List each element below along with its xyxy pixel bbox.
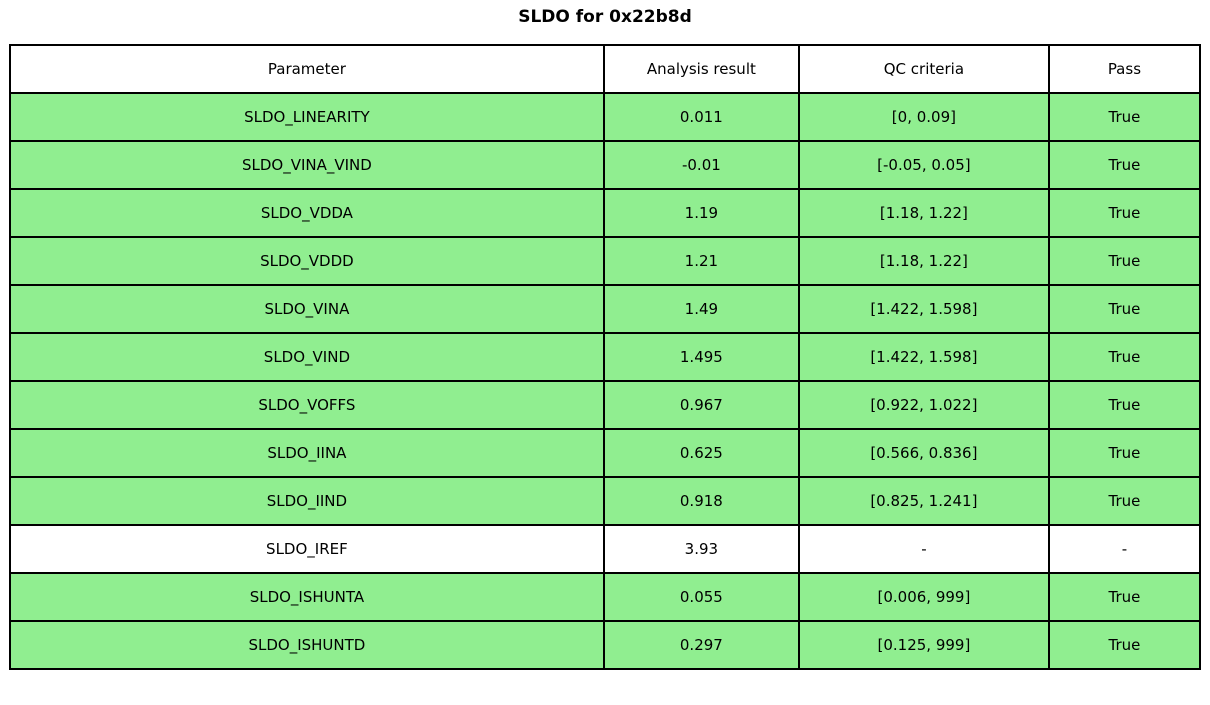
qc-criteria-cell: [1.18, 1.22] xyxy=(797,236,1050,286)
table-header: Parameter Analysis result QC criteria Pa… xyxy=(9,44,1202,94)
parameter-cell: SLDO_VINA_VIND xyxy=(9,140,605,190)
column-header-analysis-result: Analysis result xyxy=(602,44,800,94)
analysis-result-cell: 1.21 xyxy=(602,236,800,286)
analysis-result-cell: 0.297 xyxy=(602,620,800,670)
table-row: SLDO_ISHUNTD 0.297 [0.125, 999] True xyxy=(9,620,1202,670)
analysis-result-cell: 0.625 xyxy=(602,428,800,478)
parameter-cell: SLDO_IIND xyxy=(9,476,605,526)
pass-cell: True xyxy=(1047,332,1202,382)
pass-cell: True xyxy=(1047,572,1202,622)
qc-criteria-cell: [1.422, 1.598] xyxy=(797,332,1050,382)
qc-criteria-cell: [0.125, 999] xyxy=(797,620,1050,670)
header-row: Parameter Analysis result QC criteria Pa… xyxy=(9,44,1202,94)
parameter-cell: SLDO_VDDD xyxy=(9,236,605,286)
column-header-pass: Pass xyxy=(1047,44,1202,94)
analysis-result-cell: 3.93 xyxy=(602,524,800,574)
pass-cell: True xyxy=(1047,284,1202,334)
parameter-cell: SLDO_ISHUNTD xyxy=(9,620,605,670)
qc-criteria-cell: [-0.05, 0.05] xyxy=(797,140,1050,190)
pass-cell: True xyxy=(1047,476,1202,526)
table-row: SLDO_VINA_VIND -0.01 [-0.05, 0.05] True xyxy=(9,140,1202,190)
parameter-cell: SLDO_ISHUNTA xyxy=(9,572,605,622)
analysis-result-cell: 0.055 xyxy=(602,572,800,622)
column-header-qc-criteria: QC criteria xyxy=(797,44,1050,94)
pass-cell: True xyxy=(1047,92,1202,142)
qc-criteria-cell: [0.825, 1.241] xyxy=(797,476,1050,526)
page-title: SLDO for 0x22b8d xyxy=(518,7,692,27)
analysis-result-cell: 1.19 xyxy=(602,188,800,238)
table-row: SLDO_VDDD 1.21 [1.18, 1.22] True xyxy=(9,236,1202,286)
table-row: SLDO_IIND 0.918 [0.825, 1.241] True xyxy=(9,476,1202,526)
parameter-cell: SLDO_IREF xyxy=(9,524,605,574)
table-row: SLDO_VIND 1.495 [1.422, 1.598] True xyxy=(9,332,1202,382)
pass-cell: - xyxy=(1047,524,1202,574)
qc-criteria-cell: [0.566, 0.836] xyxy=(797,428,1050,478)
table-body: SLDO_LINEARITY 0.011 [0, 0.09] True SLDO… xyxy=(9,92,1202,670)
analysis-result-cell: 0.918 xyxy=(602,476,800,526)
qc-results-table: Parameter Analysis result QC criteria Pa… xyxy=(9,44,1202,670)
table-row: SLDO_LINEARITY 0.011 [0, 0.09] True xyxy=(9,92,1202,142)
analysis-result-cell: 0.967 xyxy=(602,380,800,430)
analysis-result-cell: 1.49 xyxy=(602,284,800,334)
analysis-result-cell: 0.011 xyxy=(602,92,800,142)
table-row: SLDO_IINA 0.625 [0.566, 0.836] True xyxy=(9,428,1202,478)
qc-criteria-cell: - xyxy=(797,524,1050,574)
parameter-cell: SLDO_IINA xyxy=(9,428,605,478)
table-row: SLDO_ISHUNTA 0.055 [0.006, 999] True xyxy=(9,572,1202,622)
qc-criteria-cell: [1.18, 1.22] xyxy=(797,188,1050,238)
parameter-cell: SLDO_VDDA xyxy=(9,188,605,238)
table-row: SLDO_VDDA 1.19 [1.18, 1.22] True xyxy=(9,188,1202,238)
parameter-cell: SLDO_VINA xyxy=(9,284,605,334)
pass-cell: True xyxy=(1047,380,1202,430)
parameter-cell: SLDO_VIND xyxy=(9,332,605,382)
pass-cell: True xyxy=(1047,620,1202,670)
analysis-result-cell: -0.01 xyxy=(602,140,800,190)
pass-cell: True xyxy=(1047,140,1202,190)
analysis-result-cell: 1.495 xyxy=(602,332,800,382)
pass-cell: True xyxy=(1047,236,1202,286)
pass-cell: True xyxy=(1047,188,1202,238)
qc-criteria-cell: [0.006, 999] xyxy=(797,572,1050,622)
qc-criteria-cell: [1.422, 1.598] xyxy=(797,284,1050,334)
pass-cell: True xyxy=(1047,428,1202,478)
table-row: SLDO_VOFFS 0.967 [0.922, 1.022] True xyxy=(9,380,1202,430)
qc-criteria-cell: [0, 0.09] xyxy=(797,92,1050,142)
column-header-parameter: Parameter xyxy=(9,44,605,94)
parameter-cell: SLDO_VOFFS xyxy=(9,380,605,430)
table-row: SLDO_IREF 3.93 - - xyxy=(9,524,1202,574)
qc-criteria-cell: [0.922, 1.022] xyxy=(797,380,1050,430)
table-row: SLDO_VINA 1.49 [1.422, 1.598] True xyxy=(9,284,1202,334)
parameter-cell: SLDO_LINEARITY xyxy=(9,92,605,142)
